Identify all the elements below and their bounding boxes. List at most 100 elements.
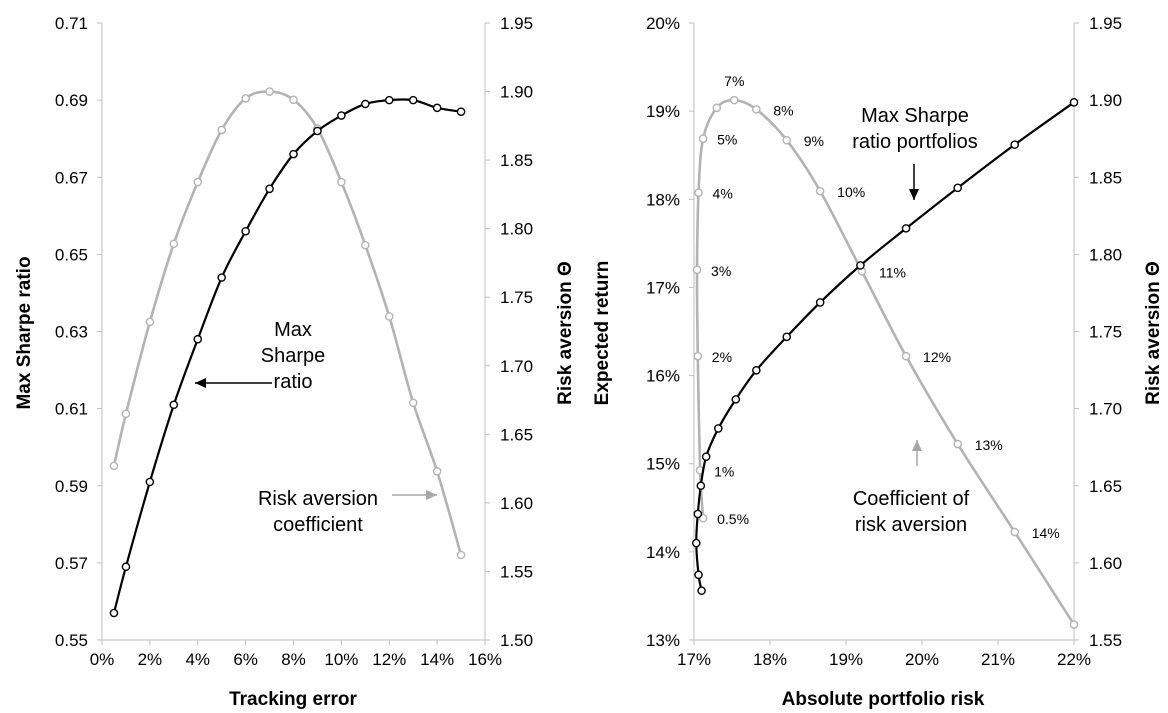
annotation-text: Risk aversion coefficient <box>258 488 378 536</box>
data-point <box>145 317 155 327</box>
data-point <box>361 240 370 250</box>
y2-tick-label: 1.65 <box>1089 477 1122 496</box>
x-tick-label: 18% <box>753 650 787 669</box>
point-label: 1% <box>714 463 734 479</box>
x-tick-label: 19% <box>829 650 863 669</box>
y-tick-label: 0.59 <box>55 477 88 496</box>
point-label: 2% <box>712 349 732 365</box>
x-axis-title: Absolute portfolio risk <box>782 689 985 710</box>
data-point <box>193 334 203 344</box>
data-point <box>953 183 963 193</box>
data-point <box>691 538 701 548</box>
data-point <box>217 125 226 135</box>
annotation-text: Coefficient of risk aversion <box>853 488 970 536</box>
x-tick-label: 22% <box>1057 650 1091 669</box>
x-tick-label: 17% <box>677 650 711 669</box>
annotation-arrowhead <box>909 189 919 200</box>
y-tick-label: 17% <box>646 278 680 297</box>
point-label: 11% <box>879 264 906 280</box>
annotation-line: coefficient <box>273 514 363 536</box>
x-axis-title: Tracking error <box>229 689 357 710</box>
data-point <box>856 261 865 270</box>
data-point <box>109 461 119 471</box>
annotation-line: risk aversion <box>855 514 967 536</box>
data-point <box>1069 620 1079 629</box>
y2-tick-label: 1.75 <box>1089 323 1122 342</box>
data-point <box>1069 98 1079 107</box>
y-tick-label: 0.55 <box>55 631 88 650</box>
y2-tick-label: 1.65 <box>500 425 533 444</box>
x-tick-label: 12% <box>372 650 406 669</box>
right-axis-title: Risk aversion Θ <box>1143 261 1164 405</box>
data-point <box>694 570 703 580</box>
data-point <box>169 239 179 249</box>
annotation-line: Max Sharpe <box>861 105 969 127</box>
y-tick-label: 13% <box>646 631 680 650</box>
x-tick-label: 21% <box>981 650 1015 669</box>
x-tick-label: 14% <box>420 650 454 669</box>
y-tick-label: 0.61 <box>55 400 88 419</box>
point-label: 3% <box>711 263 731 279</box>
series-line <box>112 90 463 556</box>
annotation-text: Max Sharpe ratio <box>261 319 326 393</box>
left-axis-title: Max Sharpe ratio <box>14 256 35 409</box>
chart-portfolio-risk: Expected return Risk aversion Θ Absolute… <box>592 14 1164 710</box>
data-point <box>1010 527 1020 537</box>
data-point <box>712 103 722 113</box>
data-point <box>193 177 203 187</box>
y-tick-label: 0.65 <box>55 245 88 264</box>
data-point <box>109 608 119 618</box>
data-point <box>217 273 226 282</box>
data-point <box>337 111 346 120</box>
data-point <box>241 94 250 103</box>
point-label: 0.5% <box>717 511 749 527</box>
y2-tick-label: 1.85 <box>500 151 533 170</box>
y-tick-label: 0.71 <box>55 14 88 33</box>
series-line <box>695 101 1075 591</box>
data-point <box>901 351 911 361</box>
data-point <box>698 134 708 143</box>
annotation-line: Max <box>274 319 312 341</box>
data-point <box>782 135 792 145</box>
x-tick-label: 0% <box>90 650 115 669</box>
data-point <box>693 351 703 361</box>
data-point <box>815 186 825 196</box>
y-tick-label: 0.69 <box>55 91 88 110</box>
data-point <box>701 452 711 461</box>
y2-tick-label: 1.80 <box>500 220 533 239</box>
annotation-line: ratio <box>274 371 313 393</box>
data-point <box>384 95 394 105</box>
right-axis-title: Risk aversion Θ <box>555 261 576 405</box>
data-point <box>265 87 274 96</box>
data-point <box>729 95 739 105</box>
data-point <box>694 188 703 197</box>
data-point <box>289 95 298 105</box>
y2-tick-label: 1.50 <box>500 631 533 650</box>
data-point <box>121 562 131 572</box>
annotation-text: Max Sharpe ratio portfolios <box>852 105 978 153</box>
annotation-arrowhead <box>426 490 437 500</box>
y-tick-label: 0.57 <box>55 554 88 573</box>
point-label: 14% <box>1032 525 1060 541</box>
data-point <box>361 99 370 109</box>
data-point <box>408 398 418 408</box>
left-axis-title: Expected return <box>592 261 613 406</box>
data-point <box>901 224 911 233</box>
annotation-line: Coefficient of <box>853 488 970 510</box>
y2-tick-label: 1.90 <box>500 83 533 102</box>
data-point <box>456 107 466 116</box>
data-point <box>121 409 131 419</box>
data-point <box>313 126 322 136</box>
y2-tick-label: 1.60 <box>500 494 533 513</box>
y2-tick-label: 1.85 <box>1089 168 1122 187</box>
y2-tick-label: 1.90 <box>1089 91 1122 110</box>
annotation-line: ratio portfolios <box>852 131 978 153</box>
point-label: 9% <box>804 133 824 149</box>
data-point <box>731 395 741 404</box>
data-point <box>241 226 250 236</box>
annotation-arrowhead <box>912 440 922 451</box>
y2-tick-label: 1.70 <box>500 357 533 376</box>
y2-tick-label: 1.80 <box>1089 245 1122 264</box>
data-point <box>456 550 466 560</box>
y2-tick-label: 1.55 <box>1089 631 1122 650</box>
